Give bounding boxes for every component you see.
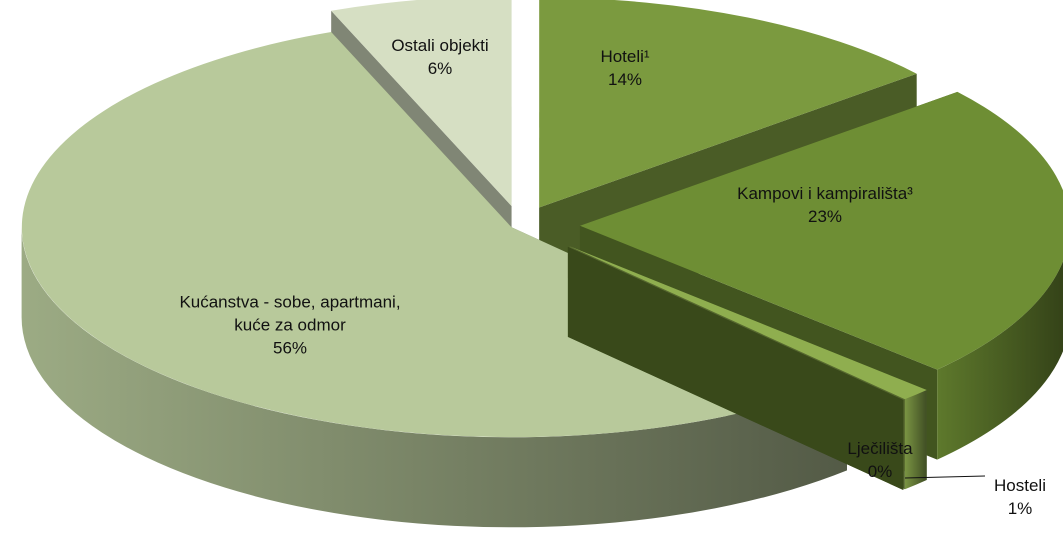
value-label: 6% xyxy=(427,59,453,78)
leader-line xyxy=(904,475,986,479)
value-label: 0% xyxy=(867,462,893,481)
value-label: 14% xyxy=(607,70,643,89)
slice xyxy=(569,246,927,400)
value-label: 56% xyxy=(272,338,308,358)
category-label: Hosteli xyxy=(994,476,1046,495)
slice-label: Kućanstva - sobe, apartmani, kuće za odm… xyxy=(160,291,420,360)
category-label: Ostali objekti xyxy=(391,36,489,55)
slice-side xyxy=(904,390,927,490)
category-label: Kampovi i kampirališta³ xyxy=(737,184,913,203)
slice-label: Kampovi i kampirališta³ 23% xyxy=(695,182,955,228)
slice-label: Ostali objekti 6% xyxy=(370,34,510,80)
category-label: Kućanstva - sobe, apartmani, kuće za odm… xyxy=(179,292,401,335)
slice-label: Hoteli¹ 14% xyxy=(555,45,695,91)
slice-label: Lječilišta 0% xyxy=(830,437,930,483)
slices xyxy=(21,0,1063,528)
slice-side xyxy=(937,261,1063,460)
slice-side xyxy=(21,227,848,528)
category-label: Lječilišta xyxy=(847,439,913,458)
value-label: 1% xyxy=(1007,499,1033,518)
slice xyxy=(539,0,917,208)
value-label: 23% xyxy=(807,207,843,226)
category-label: Hoteli¹ xyxy=(600,47,650,66)
slice-cut-face xyxy=(567,246,904,490)
slice-label: Hosteli 1% xyxy=(980,474,1060,520)
slice xyxy=(579,91,1063,370)
slice xyxy=(331,0,512,207)
